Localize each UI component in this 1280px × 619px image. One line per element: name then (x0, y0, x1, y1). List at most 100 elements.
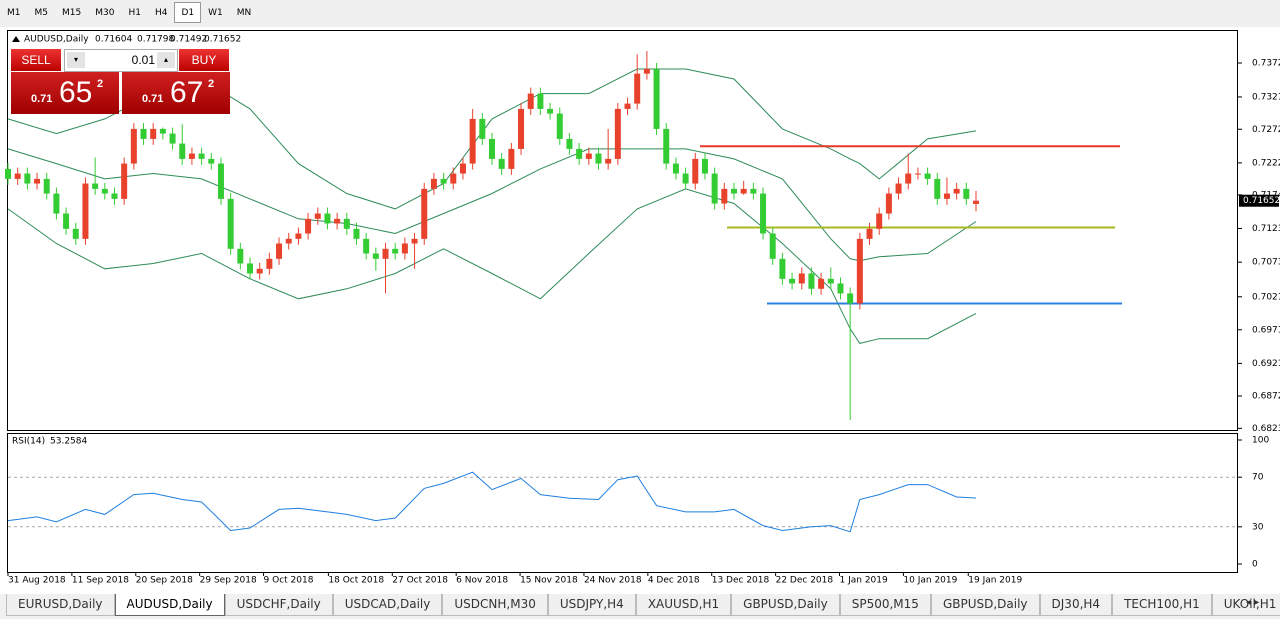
candle-body (72, 228, 79, 239)
timeframe-button[interactable]: MN (236, 8, 252, 18)
close-value: 0.71652 (204, 35, 241, 45)
candle-body (798, 273, 805, 284)
candle-body (518, 108, 525, 149)
candle-body (885, 193, 892, 214)
timeframe-button[interactable]: W1 (208, 8, 223, 18)
chart-tab[interactable]: UKOil,H1 (1211, 594, 1280, 616)
candle-body (576, 148, 583, 159)
lot-decrease[interactable]: ▾ (67, 52, 85, 68)
candle-body (285, 238, 292, 244)
candle-body (266, 258, 273, 269)
candle-body (682, 173, 689, 184)
candle-body (498, 158, 505, 169)
timeframe-button[interactable]: M30 (95, 8, 115, 18)
lot-input[interactable]: ▾ 0.01 ▴ (64, 49, 178, 72)
chart-tab[interactable]: USDCHF,Daily (224, 594, 333, 616)
candle-body (905, 173, 912, 184)
candle-body (188, 153, 195, 159)
timeframe-button[interactable]: H4 (154, 8, 168, 18)
chart-tab[interactable]: GBPUSD,Daily (930, 594, 1040, 616)
sell-price[interactable]: 0.71 65 2 (11, 72, 119, 114)
candle-body (440, 178, 447, 184)
candle-body (198, 153, 205, 159)
candle-body (430, 178, 437, 189)
y-tick-label: 0.70210 (1252, 292, 1280, 302)
candle-body (450, 173, 457, 184)
candle-body (43, 178, 50, 194)
chart-tab[interactable]: GBPUSD,Daily (731, 594, 840, 616)
tab-scroll[interactable]: ◂ ▸ (1246, 597, 1260, 608)
candle-body (856, 238, 863, 304)
chart-tab[interactable]: USDCAD,Daily (332, 594, 443, 616)
candle-body (556, 113, 563, 139)
candle-body (769, 233, 776, 259)
candle-body (827, 278, 834, 284)
timeframe-button[interactable]: H1 (128, 8, 141, 18)
candle-body (159, 128, 166, 134)
candle-body (605, 158, 612, 164)
timeframe-button[interactable]: M5 (34, 8, 49, 18)
candle-body (653, 68, 660, 129)
candle-body (372, 253, 379, 259)
rsi-line (7, 471, 977, 533)
x-tick-label: 20 Sep 2018 (136, 576, 193, 586)
candle-body (392, 248, 399, 254)
timeframe-button[interactable]: M1 (7, 8, 21, 18)
candle-body (711, 173, 718, 204)
price-big: 0.71 (31, 93, 53, 105)
x-tick-label: 31 Aug 2018 (8, 576, 66, 586)
price-label: 0.71652 (1243, 196, 1280, 206)
buy-price[interactable]: 0.71 67 2 (122, 72, 230, 114)
sell-button[interactable]: SELL (11, 49, 61, 71)
candle-body (363, 238, 370, 254)
chart-tab[interactable]: USDJPY,H4 (547, 594, 636, 616)
x-tick-label: 24 Nov 2018 (584, 576, 642, 586)
candle-body (411, 238, 418, 244)
rsi-panel (7, 433, 1238, 573)
price-fraction: 2 (208, 78, 215, 90)
candle-body (324, 213, 331, 224)
timeframe-button[interactable]: M15 (62, 8, 82, 18)
x-tick-label: 4 Dec 2018 (648, 576, 700, 586)
candle-body (53, 193, 60, 214)
candle-body (14, 173, 21, 179)
candle-body (934, 178, 941, 199)
chart-tab[interactable]: TECH100,H1 (1112, 594, 1212, 616)
candle-body (643, 68, 650, 74)
candle-body (343, 218, 350, 229)
candle-body (121, 163, 128, 199)
candle-body (382, 248, 389, 259)
candle-body (663, 128, 670, 164)
candle-body (953, 188, 960, 194)
chart-tab[interactable]: USDCNH,M30 (442, 594, 548, 616)
x-tick-label: 22 Dec 2018 (776, 576, 834, 586)
chart-tab[interactable]: AUDUSD,Daily (114, 594, 225, 616)
x-tick-label: 19 Jan 2019 (968, 576, 1022, 586)
candle-body (895, 183, 902, 194)
candle-body (760, 193, 767, 234)
chart-tab[interactable]: DJ30,H4 (1039, 594, 1113, 616)
timeframe-button[interactable]: D1 (174, 2, 202, 23)
candle-body (150, 128, 157, 139)
chart-tab[interactable]: XAUUSD,H1 (635, 594, 732, 616)
price-label-box (1239, 194, 1279, 207)
candle-body (624, 103, 631, 109)
collapse-icon[interactable] (12, 36, 20, 42)
lot-increase[interactable]: ▴ (157, 52, 175, 68)
chart-tab[interactable]: SP500,M15 (839, 594, 931, 616)
candle-body (489, 138, 495, 159)
candle-body (614, 108, 621, 159)
candle-body (731, 188, 737, 194)
chart-background (0, 27, 1280, 594)
buy-button[interactable]: BUY (179, 49, 229, 71)
candle-body (779, 258, 786, 279)
candle-body (789, 278, 796, 284)
candle-body (459, 163, 466, 174)
y-tick-label: 0.73720 (1252, 58, 1280, 68)
chart-tab[interactable]: EURUSD,Daily (6, 594, 115, 616)
x-tick-label: 6 Nov 2018 (456, 576, 508, 586)
candle-body (305, 218, 312, 234)
rsi-name: RSI(14) (12, 437, 45, 447)
candle-body (63, 213, 70, 229)
